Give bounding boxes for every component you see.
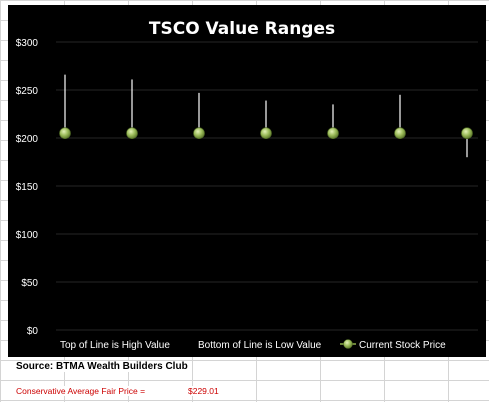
legend-marker-icon bbox=[343, 339, 353, 349]
y-tick-label: $50 bbox=[21, 278, 38, 289]
price-marker bbox=[260, 127, 272, 139]
y-tick-label: $0 bbox=[27, 326, 39, 337]
y-tick-label: $100 bbox=[16, 230, 39, 241]
price-marker bbox=[59, 127, 71, 139]
price-marker bbox=[193, 127, 205, 139]
price-marker bbox=[126, 127, 138, 139]
value-range-chart: TSCO Value Ranges $0 $50 $100 $150 $200 $250 $… bbox=[16, 19, 478, 351]
fair-price-value: $229.01 bbox=[186, 386, 221, 396]
price-marker bbox=[461, 127, 473, 139]
legend-item-high: Top of Line is High Value bbox=[60, 340, 170, 351]
y-tick-label: $300 bbox=[16, 38, 39, 49]
y-tick-label: $200 bbox=[16, 134, 39, 145]
legend-item-low: Bottom of Line is Low Value bbox=[198, 340, 322, 351]
price-marker bbox=[327, 127, 339, 139]
y-tick-label: $150 bbox=[16, 182, 39, 193]
chart-title: TSCO Value Ranges bbox=[149, 19, 335, 39]
source-note: Source: BTMA Wealth Builders Club bbox=[16, 361, 192, 372]
price-marker bbox=[394, 127, 406, 139]
legend-item-price: Current Stock Price bbox=[359, 340, 446, 351]
fair-price-label: Conservative Average Fair Price = bbox=[16, 386, 150, 396]
chart-area[interactable]: TSCO Value Ranges $0 $50 $100 $150 $200 $250 $… bbox=[8, 5, 486, 357]
y-tick-label: $250 bbox=[16, 86, 39, 97]
